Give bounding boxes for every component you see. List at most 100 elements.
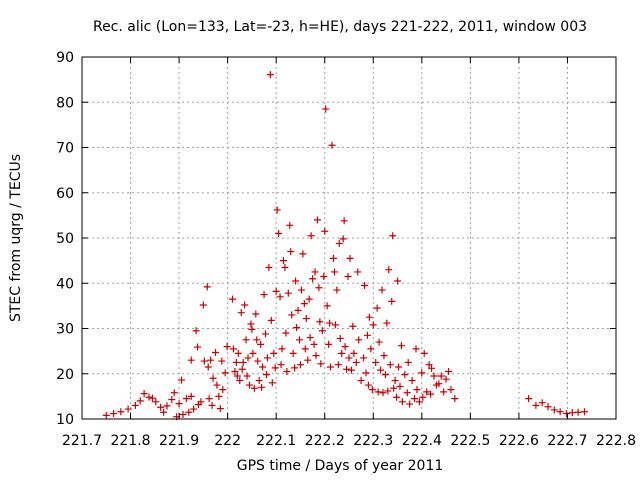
data-point-marker bbox=[233, 372, 241, 380]
x-tick-labels: 221.7 221.8 221.9 222 222.1 222.2 222.3 222.4 22… bbox=[62, 433, 636, 449]
x-tick-label: 222.5 bbox=[450, 433, 490, 449]
data-point-marker bbox=[216, 405, 224, 413]
data-point-marker bbox=[442, 375, 450, 383]
data-point-marker bbox=[267, 316, 275, 324]
data-point-marker bbox=[321, 227, 329, 235]
data-point-marker bbox=[238, 365, 246, 373]
x-tick-label: 222.8 bbox=[596, 433, 636, 449]
data-point-marker bbox=[277, 361, 285, 369]
data-point-marker bbox=[335, 239, 343, 247]
data-point-marker bbox=[245, 381, 253, 389]
x-tick-label: 222.3 bbox=[353, 433, 393, 449]
data-point-marker bbox=[231, 367, 239, 375]
data-point-marker bbox=[239, 358, 247, 366]
data-point-marker bbox=[352, 358, 360, 366]
data-point-marker bbox=[384, 387, 392, 395]
data-point-marker bbox=[333, 286, 341, 294]
data-point-marker bbox=[168, 396, 176, 404]
x-tick-label: 222.1 bbox=[256, 433, 296, 449]
y-tick-label: 40 bbox=[56, 276, 74, 292]
data-point-marker bbox=[451, 395, 459, 403]
data-point-marker bbox=[160, 408, 168, 416]
data-point-marker bbox=[562, 410, 570, 418]
data-point-marker bbox=[309, 275, 317, 283]
data-point-marker bbox=[215, 392, 223, 400]
data-point-marker bbox=[532, 401, 540, 409]
y-tick-label: 10 bbox=[56, 412, 74, 428]
y-tick-label: 50 bbox=[56, 231, 74, 247]
data-point-marker bbox=[361, 282, 369, 290]
data-point-marker bbox=[254, 357, 262, 365]
data-point-marker bbox=[538, 399, 546, 407]
data-point-marker bbox=[197, 398, 205, 406]
data-point-marker bbox=[394, 277, 402, 285]
data-point-marker bbox=[259, 363, 267, 371]
data-point-marker bbox=[253, 336, 261, 344]
data-point-marker bbox=[385, 266, 393, 274]
data-point-marker bbox=[208, 401, 216, 409]
data-point-marker bbox=[272, 287, 280, 295]
data-point-marker bbox=[331, 321, 339, 329]
data-point-marker bbox=[363, 331, 371, 339]
data-point-marker bbox=[580, 408, 588, 416]
data-point-marker bbox=[244, 354, 252, 362]
data-point-marker bbox=[187, 356, 195, 364]
data-point-marker bbox=[346, 254, 354, 262]
y-tick-label: 70 bbox=[56, 141, 74, 157]
data-point-marker bbox=[398, 398, 406, 406]
data-point-marker bbox=[300, 300, 308, 308]
data-point-marker bbox=[368, 386, 376, 394]
data-point-marker bbox=[185, 408, 193, 416]
data-point-marker bbox=[320, 272, 328, 280]
data-point-marker bbox=[200, 357, 208, 365]
data-point-marker bbox=[413, 386, 421, 394]
data-point-marker bbox=[430, 372, 438, 380]
data-point-marker bbox=[287, 248, 295, 256]
data-point-marker bbox=[325, 340, 333, 348]
data-point-marker bbox=[266, 71, 274, 79]
data-point-marker bbox=[292, 277, 300, 285]
y-axis-label: STEC from uqrg / TECUs bbox=[8, 154, 24, 322]
chart-title: Rec. alic (Lon=133, Lat=-23, h=HE), days… bbox=[93, 19, 587, 35]
data-point-marker bbox=[340, 217, 348, 225]
data-point-marker bbox=[234, 349, 242, 357]
data-point-marker bbox=[362, 369, 370, 377]
data-point-marker bbox=[140, 390, 148, 398]
data-point-marker bbox=[296, 361, 304, 369]
data-point-marker bbox=[219, 386, 227, 394]
data-point-marker bbox=[544, 403, 552, 411]
data-point-marker bbox=[349, 322, 357, 330]
data-point-marker bbox=[182, 395, 190, 403]
data-point-marker bbox=[178, 376, 186, 384]
data-point-marker bbox=[278, 345, 286, 353]
data-point-marker bbox=[179, 410, 187, 418]
y-tick-label: 30 bbox=[56, 322, 74, 338]
data-point-marker bbox=[334, 361, 342, 369]
data-point-marker bbox=[204, 363, 212, 371]
data-point-marker bbox=[302, 315, 310, 323]
data-point-marker bbox=[347, 366, 355, 374]
data-point-marker bbox=[282, 329, 290, 337]
data-point-marker bbox=[315, 284, 323, 292]
data-point-marker bbox=[205, 395, 213, 403]
data-point-marker bbox=[525, 395, 533, 403]
data-point-marker bbox=[170, 389, 178, 397]
data-point-marker bbox=[223, 343, 231, 351]
data-point-marker bbox=[373, 304, 381, 312]
data-point-marker bbox=[338, 349, 346, 357]
data-point-marker bbox=[386, 361, 394, 369]
data-point-marker bbox=[229, 345, 237, 353]
data-point-marker bbox=[273, 206, 281, 214]
data-point-marker bbox=[286, 221, 294, 229]
data-point-marker bbox=[192, 327, 200, 335]
data-point-marker bbox=[408, 377, 416, 385]
data-point-marker bbox=[293, 324, 301, 332]
data-point-marker bbox=[423, 388, 431, 396]
data-point-marker bbox=[187, 392, 195, 400]
data-point-marker bbox=[276, 293, 284, 301]
data-point-marker bbox=[403, 389, 411, 397]
data-point-marker bbox=[435, 380, 443, 388]
data-point-marker bbox=[304, 356, 312, 364]
data-point-marker bbox=[395, 363, 403, 371]
